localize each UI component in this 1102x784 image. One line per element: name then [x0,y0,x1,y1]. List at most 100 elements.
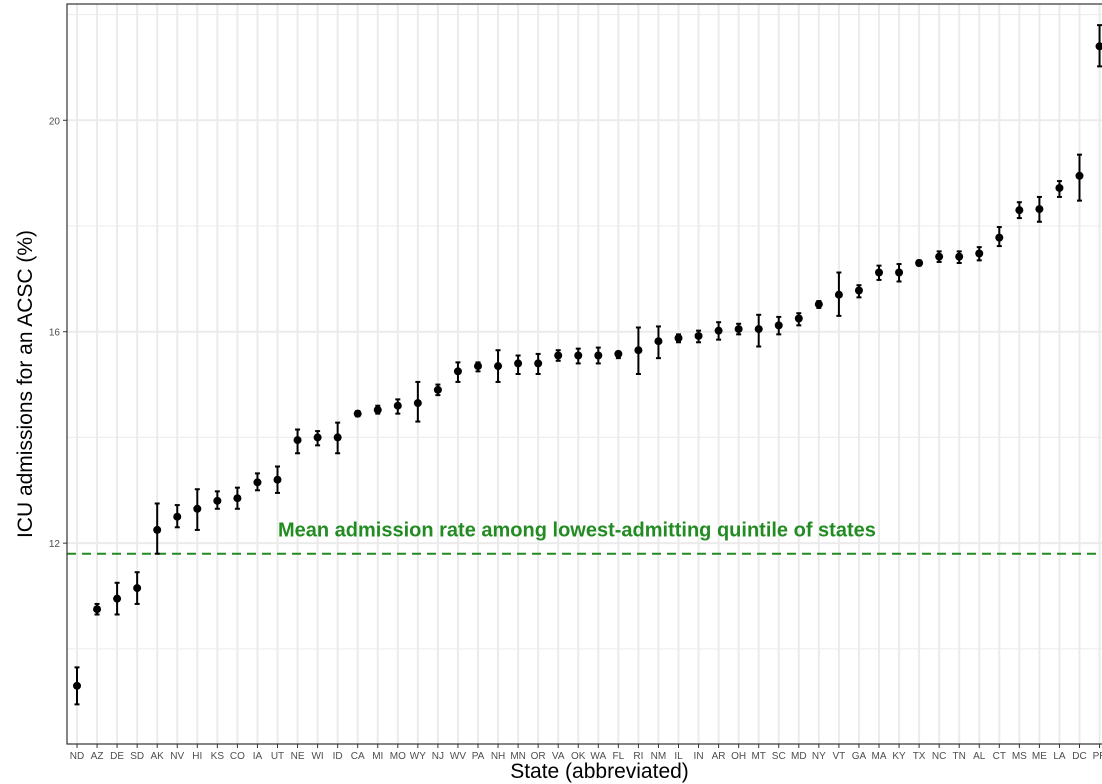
x-tick-label: RI [633,751,643,762]
panel-border [66,3,1102,745]
x-tick-label: ID [333,751,343,762]
data-point [534,359,543,368]
x-tick-label: DC [1072,751,1086,762]
x-tick-label: TX [913,751,926,762]
point-group-ny [814,300,823,309]
point-group-ri [634,326,643,375]
data-point [353,409,362,418]
x-tick-label: HI [192,751,202,762]
point-group-mt [754,313,763,348]
x-tick-label: IN [694,751,704,762]
y-tick-label: 20 [49,116,61,127]
point-group-sc [774,315,783,336]
data-point [393,401,402,410]
data-point [453,367,462,376]
x-tick-label: AR [712,751,726,762]
x-tick-label: AK [151,751,165,762]
data-point [794,314,803,323]
point-group-nm [654,325,663,360]
point-group-ma [875,264,883,281]
x-tick-label: MI [372,751,383,762]
point-group-in [694,329,703,344]
x-tick-label: NV [170,751,184,762]
x-tick-label: MS [1012,751,1027,762]
data-point [935,252,944,261]
x-tick-label: CA [351,751,365,762]
point-group-ok [574,347,583,365]
x-tick-label: WI [311,751,323,762]
x-tick-label: DE [110,751,124,762]
x-tick-label: CT [993,751,1006,762]
point-group-ne [293,428,302,455]
point-group-ar [714,321,723,341]
y-axis-title: ICU admissions for an ACSC (%) [14,230,37,538]
data-point [714,326,723,335]
x-tick-label: LA [1053,751,1066,762]
x-tick-label: IL [674,751,683,762]
x-tick-label: ME [1032,751,1047,762]
point-group-or [534,352,543,375]
grid-layer [67,4,1102,744]
data-point [1035,205,1044,214]
data-point [854,286,863,295]
point-group-pr [1095,24,1102,68]
y-tick-label: 12 [49,539,61,550]
data-point [153,525,162,534]
x-tick-label: OR [531,751,546,762]
point-group-il [674,333,683,344]
data-point [1015,206,1024,215]
data-point [1095,42,1102,51]
point-group-nd [73,666,81,706]
data-point [955,252,964,261]
x-tick-label: OK [571,751,586,762]
point-group-wa [594,346,603,365]
point-group-ut [273,465,282,494]
point-group-vt [834,271,843,317]
data-point [93,605,102,614]
x-tick-label: VT [833,751,846,762]
data-point [413,399,422,408]
point-group-dc [1075,153,1084,202]
data-point [554,351,563,360]
data-point [614,349,623,358]
point-group-ia [253,472,262,492]
data-point [213,496,222,505]
x-tick-label: VA [552,751,565,762]
x-tick-label: IA [253,751,263,762]
data-point [133,584,142,593]
x-tick-label: AZ [91,751,104,762]
data-point [73,681,81,690]
point-group-nh [494,349,503,383]
point-group-oh [734,322,743,336]
point-group-tx [915,259,924,267]
point-group-fl [614,349,623,360]
data-point [193,504,202,513]
x-tick-label: MN [510,751,526,762]
data-point [433,385,442,394]
point-group-ga [854,284,863,299]
point-group-mo [393,398,402,415]
x-tick-label: MO [390,751,406,762]
point-group-wi [313,430,322,447]
data-point [373,405,382,414]
point-group-de [113,581,122,616]
data-point [113,594,122,603]
point-group-co [233,486,242,510]
x-tick-label: OH [731,751,746,762]
data-point [814,300,823,309]
x-tick-label: MD [791,751,807,762]
data-point [754,325,763,334]
point-group-la [1055,180,1064,198]
point-group-id [333,421,342,455]
data-point [293,436,302,445]
data-point [594,351,603,360]
data-point [1055,183,1064,192]
x-tick-label: NY [812,751,826,762]
data-point [333,433,342,442]
point-group-wv [453,361,462,383]
data-point [975,249,984,258]
point-group-ca [353,409,362,418]
data-point [233,494,242,503]
x-tick-label: PR [1093,751,1102,762]
